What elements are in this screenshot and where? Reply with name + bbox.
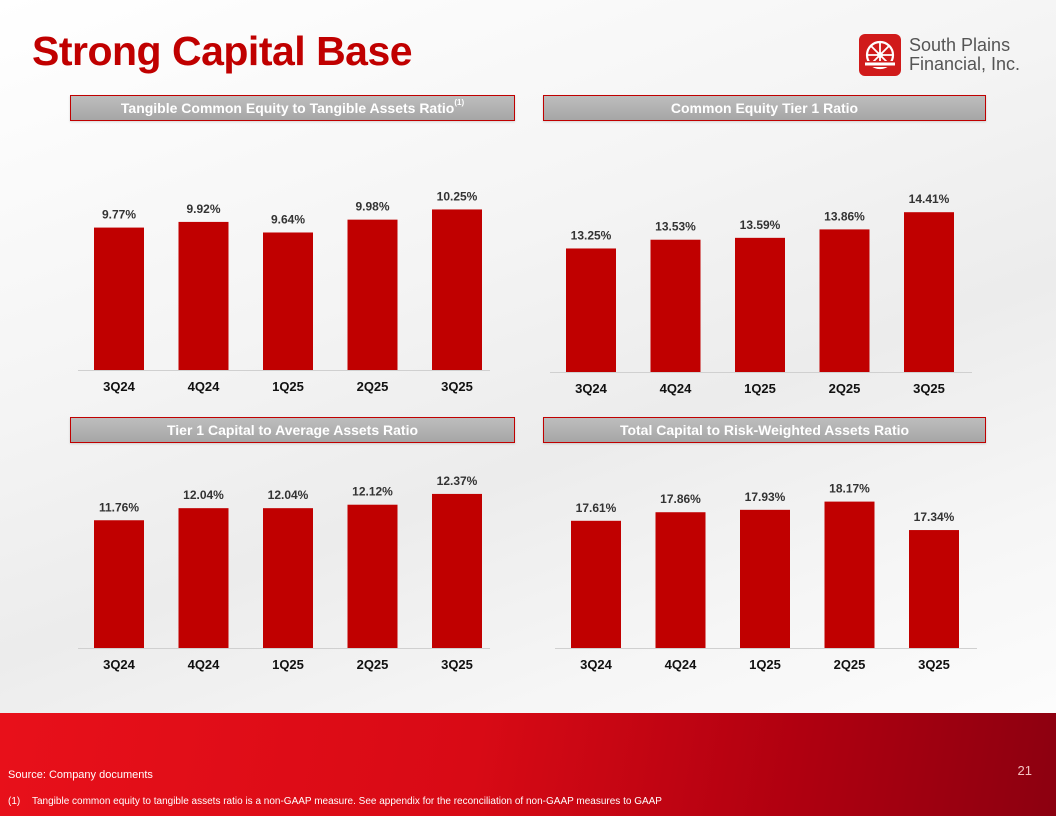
bar-2Q25	[347, 504, 398, 648]
bar-1Q25	[735, 237, 785, 372]
chart-2-title-text: Common Equity Tier 1 Ratio	[670, 100, 859, 116]
wagon-wheel-icon	[859, 34, 901, 76]
bar-4Q24	[178, 508, 229, 648]
footnote: (1) Tangible common equity to tangible as…	[8, 796, 662, 807]
data-label: 17.34%	[914, 510, 955, 524]
chart-4-title: Total Capital to Risk-Weighted Assets Ra…	[543, 417, 986, 443]
x-tick-label: 3Q24	[580, 657, 613, 672]
bar-2Q25	[347, 219, 398, 370]
source-note: Source: Company documents	[8, 769, 153, 781]
chart-1-title: Tangible Common Equity to Tangible Asset…	[70, 95, 515, 121]
data-label: 14.41%	[909, 192, 950, 206]
logo-line1: South Plains	[909, 35, 1011, 55]
x-tick-label: 2Q25	[357, 657, 389, 672]
x-tick-label: 4Q24	[660, 381, 693, 396]
data-label: 18.17%	[829, 482, 870, 496]
x-tick-label: 4Q24	[188, 379, 221, 394]
x-tick-label: 2Q25	[829, 381, 861, 396]
x-tick-label: 3Q25	[441, 379, 473, 394]
bar-3Q24	[94, 520, 144, 648]
bar-4Q24	[650, 239, 701, 372]
chart-total-capital-risk-weighted: 17.61% 3Q24 17.86% 4Q24 17.93% 1Q25 18.17% 2Q25…	[555, 482, 977, 672]
chart-4-title-text: Total Capital to Risk-Weighted Assets Ra…	[619, 422, 910, 438]
x-tick-label: 4Q24	[665, 657, 698, 672]
x-tick-label: 2Q25	[357, 379, 389, 394]
x-tick-label: 3Q24	[103, 379, 136, 394]
x-tick-label: 1Q25	[744, 381, 776, 396]
logo-line2: Financial, Inc.	[909, 54, 1021, 74]
bar-1Q25	[740, 509, 790, 648]
data-label: 9.92%	[186, 202, 220, 216]
chart-3-title-text: Tier 1 Capital to Average Assets Ratio	[166, 422, 419, 438]
data-label: 13.25%	[571, 228, 612, 242]
bar-3Q24	[94, 227, 144, 370]
x-tick-label: 3Q25	[441, 657, 473, 672]
page-title: Strong Capital Base	[32, 28, 413, 74]
data-label: 17.61%	[576, 501, 617, 515]
x-tick-label: 4Q24	[188, 657, 221, 672]
x-tick-label: 1Q25	[272, 379, 304, 394]
data-label: 12.04%	[268, 488, 309, 502]
company-logo: South Plains Financial, Inc.	[859, 34, 1029, 78]
data-label: 9.77%	[102, 208, 136, 222]
x-tick-label: 3Q25	[913, 381, 945, 396]
footnote-number: (1)	[8, 796, 21, 807]
chart-2-title: Common Equity Tier 1 Ratio	[543, 95, 986, 121]
bar-3Q25	[904, 212, 954, 372]
data-label: 13.53%	[655, 220, 696, 234]
bar-3Q25	[909, 530, 959, 648]
x-tick-label: 3Q24	[575, 381, 608, 396]
bar-3Q24	[566, 248, 616, 372]
x-tick-label: 3Q24	[103, 657, 136, 672]
data-label: 17.93%	[745, 490, 786, 504]
bar-1Q25	[263, 232, 313, 370]
data-label: 11.76%	[99, 500, 139, 514]
data-label: 9.64%	[271, 212, 305, 226]
data-label: 9.98%	[355, 200, 389, 214]
chart-common-equity-tier1: 13.25% 3Q24 13.53% 4Q24 13.59% 1Q25 13.86% 2Q25…	[550, 192, 972, 396]
chart-3-title: Tier 1 Capital to Average Assets Ratio	[70, 417, 515, 443]
page-number: 21	[1017, 763, 1032, 778]
x-tick-label: 3Q25	[918, 657, 950, 672]
data-label: 13.59%	[740, 218, 781, 232]
bar-2Q25	[819, 229, 870, 372]
bar-3Q25	[432, 493, 482, 648]
x-tick-label: 2Q25	[834, 657, 866, 672]
data-label: 12.12%	[352, 485, 393, 499]
data-label: 13.86%	[824, 209, 865, 223]
bar-4Q24	[178, 221, 229, 370]
bar-1Q25	[263, 508, 313, 648]
footer-band	[0, 713, 1056, 816]
chart-1-title-footnote: (1)	[454, 98, 465, 107]
data-label: 10.25%	[437, 189, 478, 203]
bar-2Q25	[824, 501, 875, 648]
data-label: 12.04%	[183, 488, 224, 502]
data-label: 12.37%	[437, 474, 478, 488]
chart-tier1-capital-average-assets: 11.76% 3Q24 12.04% 4Q24 12.04% 1Q25 12.12% 2Q25…	[78, 474, 490, 672]
data-label: 17.86%	[660, 492, 701, 506]
chart-1-title-text: Tangible Common Equity to Tangible Asset…	[120, 100, 455, 116]
bar-4Q24	[655, 512, 706, 648]
footnote-text: Tangible common equity to tangible asset…	[32, 796, 662, 807]
chart-tangible-common-equity: 9.77% 3Q24 9.92% 4Q24 9.64% 1Q25 9.98% 2Q25 10.2…	[78, 189, 490, 394]
x-tick-label: 1Q25	[749, 657, 781, 672]
bar-3Q24	[571, 520, 621, 648]
x-tick-label: 1Q25	[272, 657, 304, 672]
bar-3Q25	[432, 209, 482, 370]
